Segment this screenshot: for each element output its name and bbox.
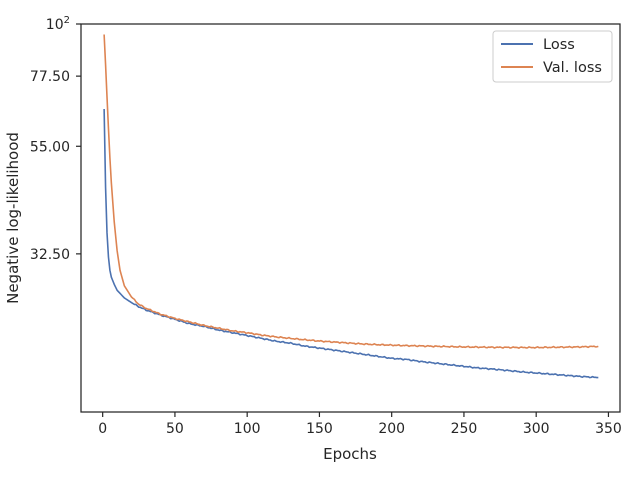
x-tick-label: 350 — [595, 421, 622, 437]
x-axis: 0 50 100 150 200 250 300 350 — [98, 412, 622, 437]
y-tick-label: 102 — [46, 15, 70, 33]
series-layer — [103, 34, 599, 379]
plot-frame — [80, 23, 621, 413]
y-axis-label: Negative log-likelihood — [4, 132, 22, 304]
legend: Loss Val. loss — [492, 30, 613, 83]
x-tick-label: 50 — [166, 421, 184, 437]
x-tick-label: 100 — [234, 421, 261, 437]
y-tick-label: 77.50 — [30, 69, 70, 85]
y-tick-label: 32.50 — [30, 247, 70, 263]
x-tick-label: 200 — [378, 421, 405, 437]
x-tick-label: 250 — [451, 421, 478, 437]
x-tick-label: 300 — [523, 421, 550, 437]
legend-label-val-loss: Val. loss — [543, 60, 602, 76]
x-tick-label: 150 — [306, 421, 333, 437]
series-line-loss — [103, 108, 599, 379]
y-axis: 32.50 55.00 77.50 102 — [30, 15, 81, 263]
series-line-val-loss — [103, 34, 599, 349]
x-axis-label: Epochs — [323, 445, 377, 463]
x-tick-label: 0 — [98, 421, 107, 437]
legend-label-loss: Loss — [543, 37, 575, 53]
y-tick-label: 55.00 — [30, 139, 70, 155]
